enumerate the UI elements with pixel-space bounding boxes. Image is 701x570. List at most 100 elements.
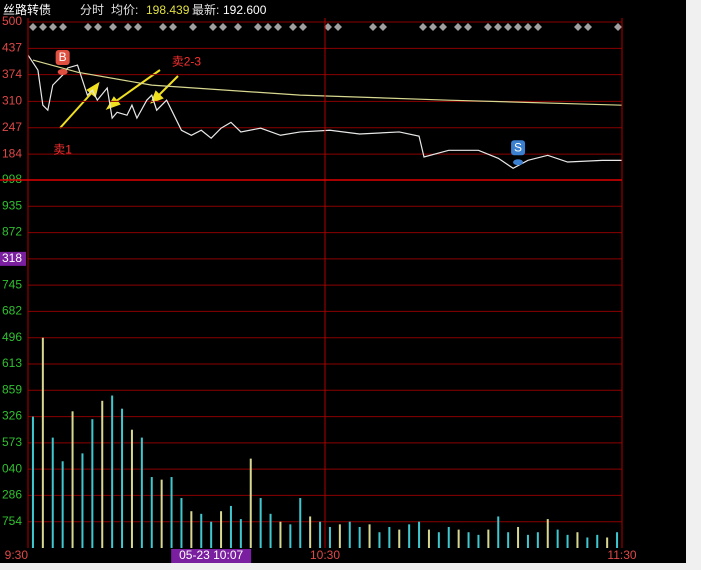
status-diamond <box>264 23 272 31</box>
status-diamond <box>189 23 197 31</box>
volume-bar <box>398 529 401 548</box>
y-tick-label: 496 <box>2 330 22 344</box>
arrow-head <box>86 81 100 98</box>
status-diamond <box>494 23 502 31</box>
arrow-head <box>150 90 164 104</box>
volume-bar <box>259 498 262 548</box>
volume-bar <box>556 529 559 548</box>
y-tick-label: 286 <box>2 488 22 502</box>
volume-bar <box>180 498 183 548</box>
volume-bar <box>536 532 539 548</box>
trade-badge-label: B <box>59 50 67 64</box>
volume-bar <box>576 532 579 548</box>
volume-bar <box>81 453 84 548</box>
status-diamond <box>534 23 542 31</box>
trade-badge <box>511 140 526 156</box>
y-tick-label: 754 <box>2 514 22 528</box>
volume-bar <box>239 519 242 548</box>
y-tick-label: 682 <box>2 304 22 318</box>
volume-bar <box>309 516 312 548</box>
status-diamond <box>379 23 387 31</box>
status-diamond <box>324 23 332 31</box>
volume-bar <box>606 537 609 548</box>
status-diamond <box>234 23 242 31</box>
trade-badge-label: S <box>514 140 522 154</box>
y-tick-label: 184 <box>2 146 22 160</box>
volume-bar <box>220 511 223 548</box>
status-diamond <box>94 23 102 31</box>
volume-bar <box>427 529 430 548</box>
status-diamond <box>209 23 217 31</box>
volume-bar <box>616 532 619 548</box>
volume-bar <box>71 411 74 548</box>
volume-bar <box>210 521 213 548</box>
volume-bar <box>586 537 589 548</box>
y-tick-label: 326 <box>2 409 22 423</box>
y-tick-label: 247 <box>2 120 22 134</box>
arrow <box>111 69 161 105</box>
y-tick-label: 613 <box>2 356 22 370</box>
status-diamond <box>134 23 142 31</box>
volume-bar <box>140 437 143 548</box>
volume-bar <box>378 532 381 548</box>
y-tick-label: 500 <box>2 14 22 28</box>
volume-bar <box>269 513 272 548</box>
volume-bar <box>596 534 599 548</box>
status-diamond <box>49 23 57 31</box>
y-tick-label: 745 <box>2 277 22 291</box>
status-diamond <box>574 23 582 31</box>
volume-bar <box>457 529 460 548</box>
volume-bar <box>477 534 480 548</box>
status-diamond <box>289 23 297 31</box>
status-diamond <box>39 23 47 31</box>
status-diamond <box>464 23 472 31</box>
volume-bar <box>328 526 331 548</box>
volume-bar <box>467 532 470 548</box>
status-diamond <box>29 23 37 31</box>
status-diamond <box>514 23 522 31</box>
volume-bar <box>130 429 133 548</box>
status-diamond <box>504 23 512 31</box>
volume-bar <box>61 461 64 548</box>
bond-name: 丝路转债 <box>3 2 51 17</box>
status-diamond <box>254 23 262 31</box>
volume-bar <box>150 477 153 548</box>
volume-bar <box>437 532 440 548</box>
volume-bar <box>279 521 282 548</box>
volume-bar <box>566 534 569 548</box>
volume-bar <box>289 524 292 548</box>
status-diamond <box>419 23 427 31</box>
status-diamond <box>614 23 622 31</box>
y-tick-label: 573 <box>2 435 22 449</box>
status-diamond <box>299 23 307 31</box>
volume-bar <box>121 408 124 548</box>
volume-bar <box>190 511 193 548</box>
status-diamond <box>524 23 532 31</box>
status-diamond <box>369 23 377 31</box>
volume-bar <box>348 521 351 548</box>
volume-bar <box>111 395 114 548</box>
cursor-x-bg <box>171 549 252 563</box>
status-diamond <box>109 23 117 31</box>
y-tick-label: 310 <box>2 94 22 108</box>
trade-badge <box>55 49 70 65</box>
avg-value: 198.439 <box>146 3 190 17</box>
volume-bar <box>368 524 371 548</box>
volume-bar <box>338 524 341 548</box>
x-tick-label: 10:30 <box>310 548 340 562</box>
volume-bar <box>160 479 163 548</box>
y-tick-label: 859 <box>2 382 22 396</box>
volume-bar <box>299 498 302 548</box>
price-line <box>27 54 622 169</box>
y-tick-label: 872 <box>2 225 22 239</box>
cursor-y-label: 318 <box>2 251 22 265</box>
status-diamond <box>484 23 492 31</box>
y-tick-label: 935 <box>2 198 22 212</box>
volume-bar <box>546 519 549 548</box>
volume-bar <box>229 505 232 548</box>
cursor-y-bg <box>0 251 26 266</box>
status-diamond <box>59 23 67 31</box>
last-value: 192.600 <box>223 3 267 17</box>
volume-bar <box>249 458 252 548</box>
